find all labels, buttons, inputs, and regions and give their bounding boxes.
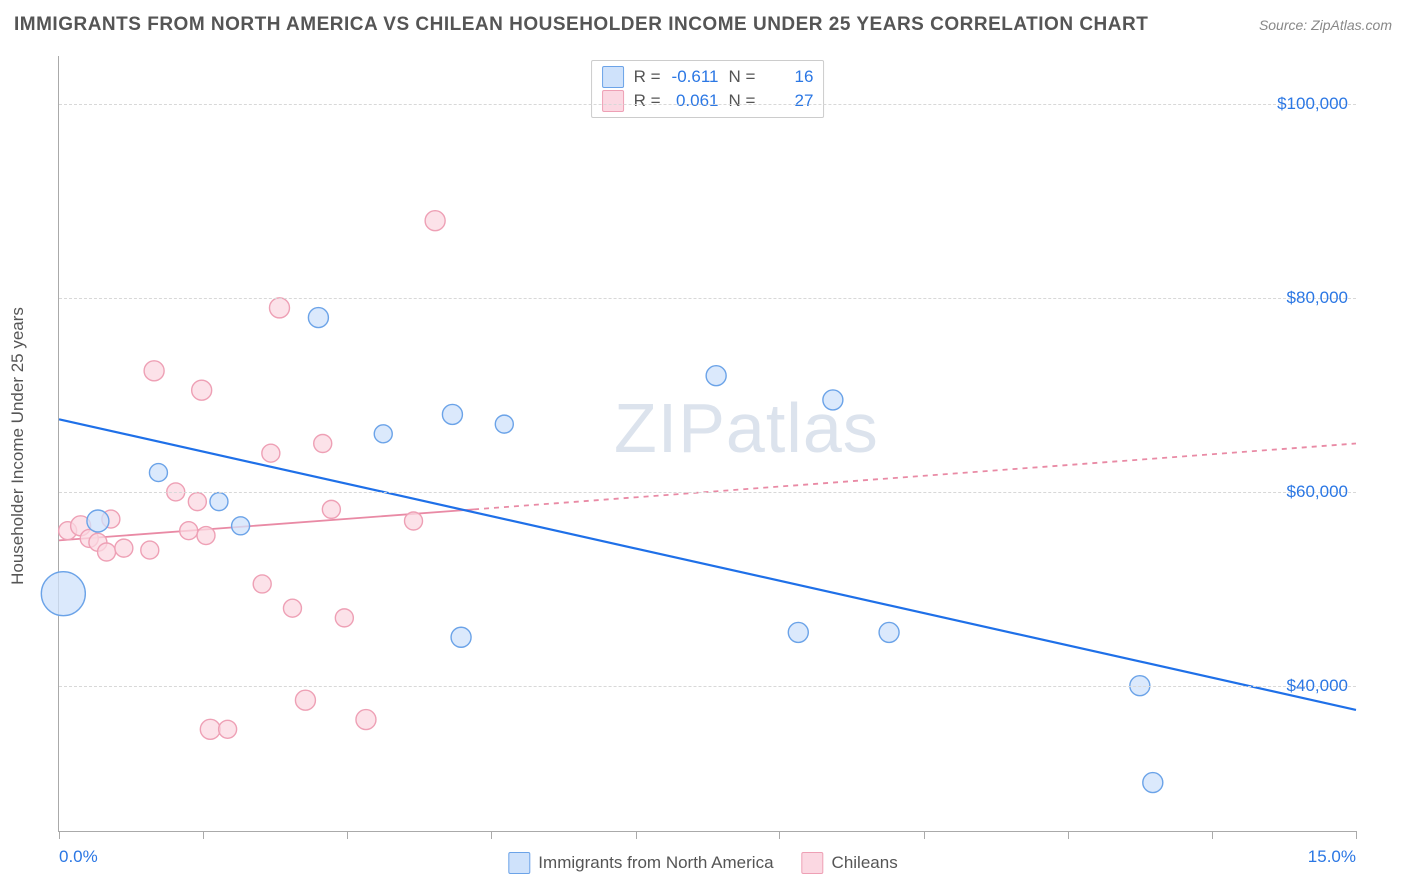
legend-label: Immigrants from North America <box>538 853 773 873</box>
data-point <box>41 572 85 616</box>
data-point <box>197 527 215 545</box>
gridline <box>59 298 1356 299</box>
data-point <box>210 493 228 511</box>
data-point <box>495 415 513 433</box>
data-point <box>823 390 843 410</box>
trendline-1-dashed <box>474 444 1356 510</box>
legend-swatch-series-1 <box>602 90 624 112</box>
data-point <box>335 609 353 627</box>
data-point <box>149 464 167 482</box>
data-point <box>295 690 315 710</box>
data-point <box>451 627 471 647</box>
data-point <box>232 517 250 535</box>
plot-area: ZIPatlas R = -0.611 N = 16 R = 0.061 N =… <box>58 56 1356 832</box>
n-label: N = <box>729 67 756 87</box>
x-tick <box>347 831 348 839</box>
data-point <box>356 710 376 730</box>
trendline-0 <box>59 419 1356 710</box>
x-tick <box>1212 831 1213 839</box>
x-tick <box>59 831 60 839</box>
y-tick-label: $40,000 <box>1287 676 1348 696</box>
data-point <box>141 541 159 559</box>
r-label: R = <box>634 91 661 111</box>
correlation-legend-row: R = -0.611 N = 16 <box>602 65 814 89</box>
x-tick <box>779 831 780 839</box>
data-point <box>788 622 808 642</box>
legend-item-immigrants: Immigrants from North America <box>508 852 773 874</box>
x-tick <box>636 831 637 839</box>
data-point <box>308 308 328 328</box>
data-point <box>442 404 462 424</box>
x-tick <box>203 831 204 839</box>
data-point <box>405 512 423 530</box>
data-point <box>425 211 445 231</box>
data-point <box>269 298 289 318</box>
data-point <box>144 361 164 381</box>
y-tick-label: $80,000 <box>1287 288 1348 308</box>
legend-swatch-series-0 <box>602 66 624 88</box>
correlation-legend-row: R = 0.061 N = 27 <box>602 89 814 113</box>
data-point <box>219 720 237 738</box>
n-value: 16 <box>765 67 813 87</box>
y-tick-label: $60,000 <box>1287 482 1348 502</box>
data-point <box>188 493 206 511</box>
legend-swatch-immigrants <box>508 852 530 874</box>
data-point <box>879 622 899 642</box>
legend-item-chileans: Chileans <box>802 852 898 874</box>
correlation-legend: R = -0.611 N = 16 R = 0.061 N = 27 <box>591 60 825 118</box>
gridline <box>59 104 1356 105</box>
gridline <box>59 686 1356 687</box>
r-value: 0.061 <box>671 91 719 111</box>
data-point <box>87 510 109 532</box>
gridline <box>59 492 1356 493</box>
chart-svg <box>59 56 1356 831</box>
data-point <box>262 444 280 462</box>
data-point <box>98 543 116 561</box>
data-point <box>115 539 133 557</box>
y-axis-label: Householder Income Under 25 years <box>8 307 28 585</box>
data-point <box>180 522 198 540</box>
legend-swatch-chileans <box>802 852 824 874</box>
legend-label: Chileans <box>832 853 898 873</box>
series-legend: Immigrants from North America Chileans <box>508 852 897 874</box>
data-point <box>192 380 212 400</box>
data-point <box>1143 773 1163 793</box>
chart-title: IMMIGRANTS FROM NORTH AMERICA VS CHILEAN… <box>14 14 1148 36</box>
x-min-label: 0.0% <box>59 847 98 867</box>
data-point <box>200 719 220 739</box>
r-value: -0.611 <box>671 67 719 87</box>
source-label: Source: ZipAtlas.com <box>1259 17 1392 33</box>
x-tick <box>491 831 492 839</box>
n-value: 27 <box>765 91 813 111</box>
data-point <box>374 425 392 443</box>
data-point <box>706 366 726 386</box>
x-tick <box>924 831 925 839</box>
data-point <box>322 500 340 518</box>
data-point <box>253 575 271 593</box>
y-tick-label: $100,000 <box>1277 94 1348 114</box>
data-point <box>283 599 301 617</box>
r-label: R = <box>634 67 661 87</box>
data-point <box>314 435 332 453</box>
n-label: N = <box>729 91 756 111</box>
x-max-label: 15.0% <box>1308 847 1356 867</box>
x-tick <box>1356 831 1357 839</box>
x-tick <box>1068 831 1069 839</box>
